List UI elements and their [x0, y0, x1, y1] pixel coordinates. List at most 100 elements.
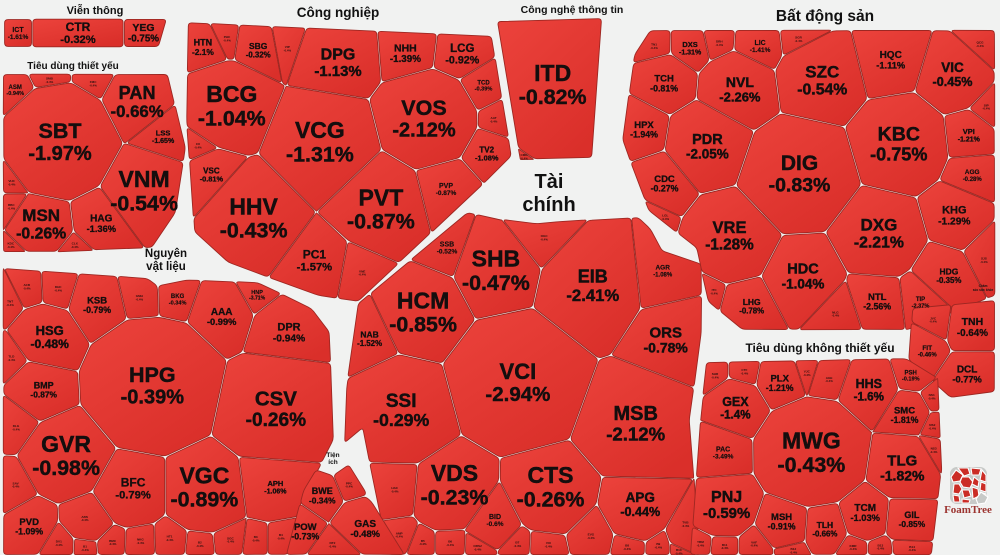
- svg-text:ABS: ABS: [81, 515, 88, 519]
- svg-text:-0.43%: -0.43%: [220, 219, 288, 243]
- svg-text:-0.4%: -0.4%: [277, 537, 285, 541]
- svg-text:-0.4%: -0.4%: [750, 544, 758, 548]
- svg-text:-2.21%: -2.21%: [854, 235, 904, 252]
- svg-text:GIL: GIL: [904, 510, 920, 520]
- svg-text:-0.4%: -0.4%: [825, 379, 833, 383]
- svg-text:PDR: PDR: [692, 132, 723, 148]
- svg-text:VAF: VAF: [751, 540, 757, 544]
- svg-text:SGC: SGC: [227, 536, 234, 540]
- svg-text:-0.4%: -0.4%: [697, 543, 705, 547]
- svg-text:NT2: NT2: [329, 541, 335, 545]
- svg-text:-0.4%: -0.4%: [81, 518, 89, 522]
- svg-text:TLG: TLG: [887, 452, 917, 469]
- svg-text:-0.54%: -0.54%: [110, 191, 178, 215]
- svg-text:HQC: HQC: [880, 50, 902, 61]
- svg-text:-0.4%: -0.4%: [721, 546, 729, 550]
- svg-text:-0.92%: -0.92%: [445, 54, 479, 66]
- svg-text:CTR: CTR: [66, 20, 91, 34]
- svg-text:-0.98%: -0.98%: [32, 456, 100, 480]
- svg-text:-0.46%: -0.46%: [918, 353, 938, 359]
- svg-text:Tiện: Tiện: [326, 452, 339, 459]
- svg-text:ASM: ASM: [9, 85, 22, 91]
- svg-text:SAV: SAV: [13, 481, 20, 485]
- svg-text:B4: B4: [279, 533, 283, 537]
- svg-text:CMG: CMG: [520, 153, 528, 157]
- svg-text:Tài: Tài: [535, 171, 564, 193]
- svg-text:-0.54%: -0.54%: [797, 82, 847, 99]
- svg-text:TNH: TNH: [962, 316, 984, 328]
- svg-text:SIP: SIP: [984, 103, 989, 107]
- svg-text:-0.26%: -0.26%: [246, 410, 307, 431]
- svg-text:-0.79%: -0.79%: [115, 490, 150, 502]
- svg-text:-0.32%: -0.32%: [246, 51, 271, 60]
- svg-text:B9: B9: [656, 542, 660, 546]
- svg-text:B12: B12: [791, 547, 797, 551]
- svg-text:B5: B5: [421, 539, 425, 543]
- svg-text:BMP: BMP: [34, 381, 54, 391]
- svg-text:-0.59%: -0.59%: [703, 506, 750, 522]
- svg-text:NTL: NTL: [868, 292, 887, 303]
- svg-text:HHS: HHS: [856, 377, 882, 391]
- svg-text:ích: ích: [328, 459, 337, 466]
- svg-text:CTF: CTF: [741, 368, 747, 372]
- svg-text:VHC: VHC: [8, 179, 15, 183]
- svg-text:KHG: KHG: [942, 205, 966, 217]
- svg-text:TLD: TLD: [8, 355, 15, 359]
- svg-text:-0.48%: -0.48%: [350, 529, 380, 539]
- svg-text:-0.94%: -0.94%: [273, 334, 305, 345]
- svg-text:JVC: JVC: [930, 316, 937, 320]
- svg-text:BKG: BKG: [171, 294, 185, 300]
- svg-text:-0.4%: -0.4%: [716, 43, 724, 47]
- svg-text:MSH: MSH: [771, 512, 792, 523]
- svg-text:DV1: DV1: [56, 540, 62, 544]
- svg-text:BCG: BCG: [206, 81, 257, 107]
- svg-text:PAN: PAN: [119, 83, 156, 103]
- svg-text:-0.87%: -0.87%: [436, 190, 457, 197]
- svg-text:-0.4%: -0.4%: [662, 217, 670, 221]
- svg-text:SSB: SSB: [440, 241, 454, 248]
- svg-text:-0.4%: -0.4%: [929, 320, 937, 324]
- svg-text:BMC: BMC: [109, 539, 117, 543]
- svg-text:VIC: VIC: [941, 60, 964, 75]
- svg-text:-0.4%: -0.4%: [877, 547, 885, 551]
- svg-text:EVG: EVG: [588, 533, 595, 537]
- svg-text:TCH: TCH: [654, 74, 674, 85]
- svg-text:-0.4%: -0.4%: [358, 273, 366, 277]
- svg-text:DLG: DLG: [13, 424, 20, 428]
- svg-text:KMR: KMR: [849, 544, 857, 548]
- svg-text:B3: B3: [254, 535, 258, 539]
- svg-text:SHB: SHB: [472, 246, 521, 272]
- svg-text:SBT: SBT: [39, 119, 82, 143]
- svg-text:-0.4%: -0.4%: [490, 119, 498, 123]
- svg-text:-0.4%: -0.4%: [252, 538, 260, 542]
- svg-text:CSV: CSV: [255, 387, 297, 410]
- svg-text:-0.77%: -0.77%: [952, 374, 982, 384]
- svg-text:ICT: ICT: [12, 27, 24, 34]
- svg-text:B7: B7: [515, 541, 519, 545]
- svg-text:VIP: VIP: [285, 45, 290, 49]
- svg-text:NS2: NS2: [929, 423, 935, 427]
- svg-text:PVD: PVD: [19, 517, 39, 528]
- svg-text:-0.4%: -0.4%: [6, 303, 14, 307]
- svg-text:-1.41%: -1.41%: [750, 47, 771, 54]
- svg-text:-0.81%: -0.81%: [650, 83, 678, 93]
- svg-text:AMP: AMP: [396, 531, 403, 535]
- svg-text:DXS: DXS: [682, 40, 697, 49]
- svg-text:-0.78%: -0.78%: [644, 340, 689, 356]
- svg-text:-0.4%: -0.4%: [227, 540, 235, 544]
- svg-text:AGR: AGR: [655, 265, 670, 272]
- svg-text:SMB: SMB: [46, 77, 54, 81]
- svg-text:YBM: YBM: [697, 540, 704, 544]
- svg-text:-0.4%: -0.4%: [795, 39, 803, 43]
- svg-text:B14: B14: [909, 545, 915, 549]
- svg-text:-0.4%: -0.4%: [545, 545, 553, 549]
- svg-text:-0.4%: -0.4%: [89, 83, 97, 87]
- svg-text:-0.19%: -0.19%: [902, 376, 920, 382]
- svg-text:-2.94%: -2.94%: [485, 383, 550, 406]
- svg-text:DIG: DIG: [781, 152, 818, 175]
- svg-text:-0.4%: -0.4%: [711, 376, 719, 380]
- svg-text:PVP: PVP: [439, 183, 453, 190]
- svg-text:-0.4%: -0.4%: [741, 372, 749, 376]
- svg-text:-1.29%: -1.29%: [938, 217, 970, 228]
- svg-text:NHH: NHH: [394, 43, 417, 55]
